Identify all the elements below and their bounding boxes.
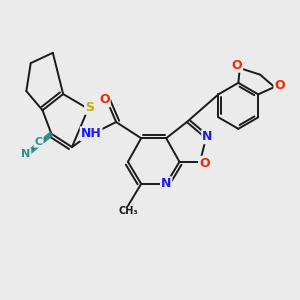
- Text: O: O: [199, 157, 210, 170]
- Text: O: O: [99, 93, 110, 106]
- Text: O: O: [232, 59, 242, 72]
- Text: O: O: [274, 79, 285, 92]
- Text: N: N: [161, 177, 171, 190]
- Text: NH: NH: [81, 127, 101, 140]
- Text: N: N: [21, 149, 30, 159]
- Text: CH₃: CH₃: [118, 206, 138, 216]
- Text: N: N: [202, 130, 213, 143]
- Text: S: S: [85, 101, 94, 114]
- Text: C: C: [34, 137, 43, 147]
